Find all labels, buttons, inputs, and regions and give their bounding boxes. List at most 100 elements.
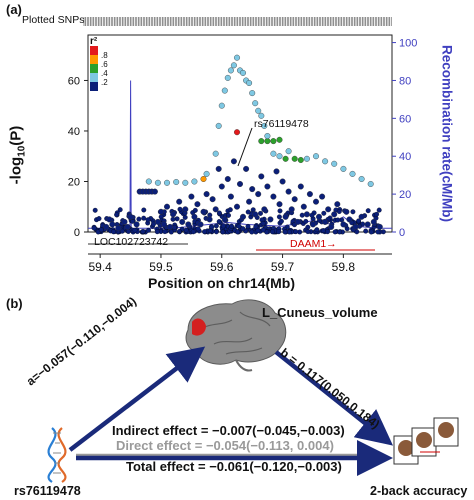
snp-point bbox=[124, 223, 131, 230]
snp-point-baseline bbox=[98, 227, 104, 233]
lead-snp-pointer bbox=[237, 127, 253, 167]
snp-point bbox=[176, 198, 183, 205]
snp-point-baseline bbox=[365, 208, 371, 214]
snp-point bbox=[291, 155, 298, 162]
snp-point bbox=[163, 179, 170, 186]
snp-point bbox=[212, 150, 219, 157]
snp-label: rs76119478 bbox=[14, 484, 81, 498]
snp-point bbox=[227, 193, 234, 200]
snp-point bbox=[255, 191, 262, 198]
snp-point bbox=[340, 165, 347, 172]
snp-points bbox=[91, 54, 386, 235]
snp-point-baseline bbox=[278, 218, 284, 224]
snp-point bbox=[364, 221, 371, 228]
snp-point bbox=[233, 203, 240, 210]
snp-point-baseline bbox=[249, 229, 255, 235]
snp-point-baseline bbox=[216, 210, 222, 216]
panel-b-label: (b) bbox=[6, 296, 23, 311]
snp-point-baseline bbox=[190, 229, 196, 235]
snp-point bbox=[221, 87, 228, 94]
snp-point bbox=[297, 156, 304, 163]
snp-point bbox=[197, 221, 204, 228]
snp-point-baseline bbox=[335, 217, 341, 223]
snp-point bbox=[246, 79, 253, 86]
snp-point bbox=[167, 223, 174, 230]
snp-point bbox=[106, 216, 113, 223]
plotted-snps-label: Plotted SNPs bbox=[22, 14, 85, 26]
snp-point bbox=[133, 221, 140, 228]
y-tick-label: 60 bbox=[68, 75, 80, 87]
snp-point bbox=[145, 178, 152, 185]
snp-point-baseline bbox=[227, 207, 233, 213]
snp-point-baseline bbox=[336, 209, 342, 214]
snp-point-baseline bbox=[136, 216, 142, 222]
snp-point bbox=[258, 112, 265, 119]
snp-point-baseline bbox=[255, 227, 261, 233]
snp-point bbox=[291, 196, 298, 203]
snp-point-baseline bbox=[141, 215, 147, 221]
path-b-arrow bbox=[274, 350, 394, 446]
snp-point bbox=[270, 150, 277, 157]
snp-point bbox=[109, 221, 116, 228]
snp-point bbox=[191, 178, 198, 185]
brain-icon bbox=[185, 299, 287, 372]
snp-point bbox=[279, 178, 286, 185]
snp-point-baseline bbox=[260, 220, 266, 226]
y2-tick-label: 0 bbox=[399, 227, 405, 239]
snp-point-baseline bbox=[375, 229, 381, 235]
snp-point bbox=[288, 206, 295, 213]
snp-point-baseline bbox=[146, 227, 151, 233]
snp-point bbox=[227, 67, 234, 74]
snp-point bbox=[103, 223, 110, 230]
snp-point bbox=[218, 183, 225, 190]
snp-point bbox=[325, 206, 332, 213]
r2-legend-swatch bbox=[90, 64, 98, 73]
snp-point-baseline bbox=[235, 229, 240, 235]
r2-legend-level: .4 bbox=[101, 69, 108, 78]
snp-point bbox=[163, 203, 170, 210]
gene-loc102723742: LOC102723742 bbox=[94, 236, 169, 248]
snp-point-baseline bbox=[236, 223, 242, 229]
plotted-snps-rug bbox=[83, 17, 392, 26]
snp-point bbox=[230, 62, 237, 69]
snp-point bbox=[218, 102, 225, 109]
snp-point-baseline bbox=[229, 223, 235, 229]
snp-point bbox=[243, 165, 250, 172]
snp-point-baseline bbox=[293, 229, 299, 235]
lead-snp-label: rs76119478 bbox=[254, 118, 309, 130]
snp-point-baseline bbox=[325, 229, 330, 235]
snp-point bbox=[285, 148, 292, 155]
snp-point-baseline bbox=[276, 229, 282, 235]
snp-point bbox=[173, 178, 180, 185]
snp-point bbox=[154, 218, 161, 225]
snp-point bbox=[239, 213, 246, 220]
snp-point bbox=[255, 107, 262, 114]
snp-point-baseline bbox=[220, 229, 226, 235]
snp-point-baseline bbox=[154, 229, 160, 235]
snp-point-baseline bbox=[151, 221, 156, 227]
snp-point-baseline bbox=[376, 207, 382, 213]
snp-point-baseline bbox=[321, 210, 327, 216]
r2-legend-level: .8 bbox=[101, 51, 108, 60]
snp-point bbox=[200, 175, 207, 182]
snp-point-baseline bbox=[245, 223, 251, 229]
y2-tick-label: 40 bbox=[399, 151, 411, 163]
snp-point bbox=[319, 193, 326, 200]
snp-point-baseline bbox=[141, 207, 147, 213]
indirect-effect-text: Indirect effect = −0.007(−0.045,−0.003) bbox=[112, 423, 345, 438]
snp-point bbox=[352, 223, 359, 230]
snp-point bbox=[331, 211, 338, 218]
snp-point bbox=[273, 168, 280, 175]
y-tick-label: 20 bbox=[68, 176, 80, 188]
snp-point-baseline bbox=[177, 206, 183, 212]
snp-point-baseline bbox=[305, 229, 311, 235]
snp-point bbox=[215, 122, 222, 129]
snp-point-baseline bbox=[114, 212, 120, 218]
n-back-task-icon bbox=[393, 417, 459, 465]
snp-point-baseline bbox=[216, 219, 222, 225]
snp-point bbox=[370, 218, 377, 225]
snp-point-baseline bbox=[96, 216, 102, 222]
y-tick-label: 40 bbox=[68, 126, 80, 138]
snp-point bbox=[331, 160, 338, 167]
